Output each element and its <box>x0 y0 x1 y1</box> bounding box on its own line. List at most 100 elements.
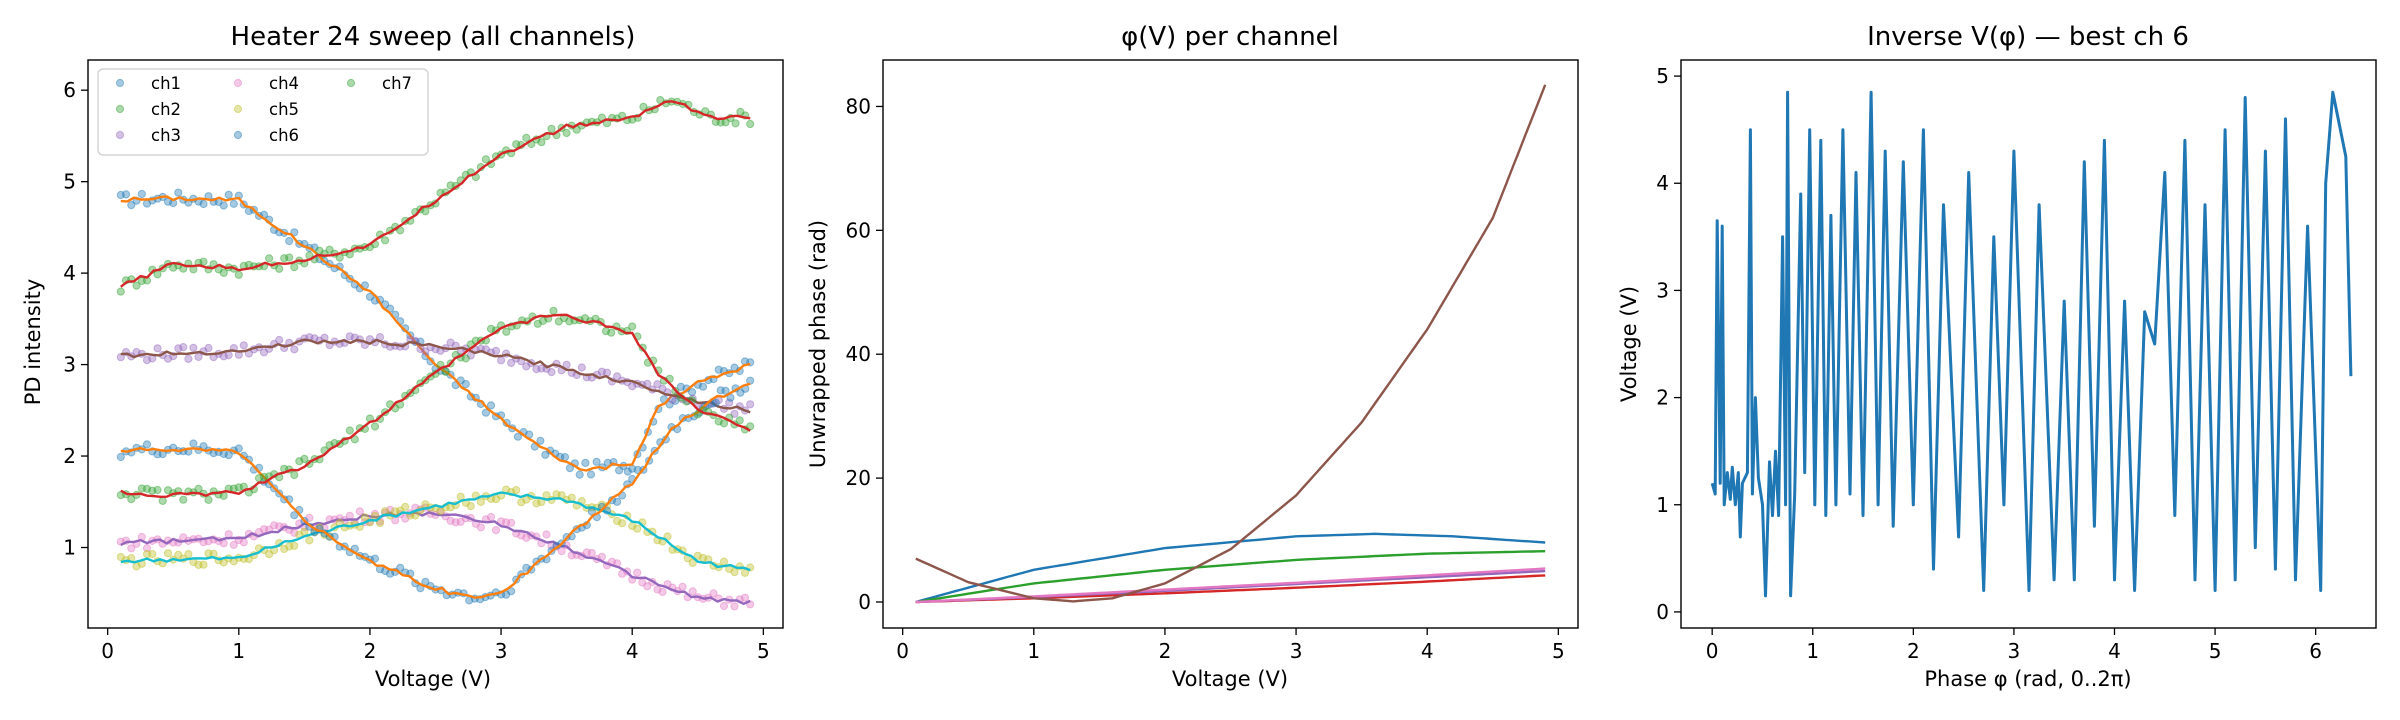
data-point <box>502 590 511 599</box>
data-point <box>538 316 548 325</box>
series-layer <box>116 96 755 611</box>
data-point <box>507 358 516 367</box>
legend-item-ch1: ch1 <box>115 74 181 93</box>
data-point <box>355 507 364 516</box>
data-point <box>711 398 720 407</box>
data-point <box>688 558 697 567</box>
data-point <box>163 354 173 363</box>
x-tick-label: 3 <box>495 639 508 663</box>
data-point <box>375 518 385 528</box>
data-point <box>522 133 531 142</box>
data-point <box>401 502 410 511</box>
legend-label: ch4 <box>269 74 299 93</box>
data-point <box>259 525 269 534</box>
data-point <box>290 541 299 550</box>
y-tick-label: 2 <box>1656 386 1669 410</box>
data-point <box>148 486 157 495</box>
data-point <box>285 253 294 262</box>
data-point <box>709 589 718 598</box>
data-point <box>305 513 314 523</box>
y-tick-label: 80 <box>846 94 871 118</box>
data-point <box>345 332 354 341</box>
data-point <box>174 550 183 560</box>
data-point <box>522 533 531 542</box>
legend: ch1 ch2 ch3 ch4 ch5 ch6 ch7 <box>97 68 429 156</box>
data-point <box>671 396 680 405</box>
data-point <box>560 453 570 462</box>
data-point <box>565 317 574 326</box>
y-tick-label: 6 <box>63 78 76 102</box>
data-point <box>466 502 475 511</box>
data-point <box>628 322 637 331</box>
data-point <box>533 319 542 328</box>
data-point <box>132 281 141 290</box>
data-point <box>184 354 193 363</box>
data-point <box>270 521 279 530</box>
data-point <box>719 419 729 428</box>
smoothed-line <box>120 100 751 288</box>
y-tick-label: 20 <box>846 466 871 490</box>
legend-label: ch7 <box>382 74 412 93</box>
data-point <box>587 548 596 558</box>
data-point <box>174 344 183 353</box>
series-ch2 <box>116 96 755 296</box>
data-point <box>586 470 596 479</box>
data-point <box>204 495 213 504</box>
data-point <box>189 343 198 352</box>
data-point <box>597 367 607 376</box>
data-point <box>517 498 526 507</box>
data-point <box>613 516 622 526</box>
tick-layer: 0 1 2 3 4 5 0 20 40 60 80 <box>846 94 1565 663</box>
data-point <box>602 368 612 377</box>
y-tick-label: 1 <box>63 536 76 560</box>
data-point <box>491 526 501 535</box>
data-point <box>204 343 213 353</box>
data-point <box>229 199 238 208</box>
data-point <box>234 270 243 279</box>
data-point <box>476 523 485 532</box>
y-axis-label: Voltage (V) <box>1617 286 1641 402</box>
x-tick-label: 0 <box>896 639 909 663</box>
data-point <box>219 268 228 277</box>
legend-item-ch4: ch4 <box>233 74 299 93</box>
smoothed-line <box>120 382 751 599</box>
data-point <box>653 585 662 594</box>
data-point <box>224 451 233 460</box>
legend-item-ch3: ch3 <box>115 126 181 145</box>
series-line-0 <box>1710 90 2353 598</box>
data-point <box>219 201 228 210</box>
data-point <box>536 436 545 445</box>
data-point <box>290 263 299 272</box>
data-point <box>730 602 739 611</box>
data-point <box>365 292 374 301</box>
data-point <box>184 550 193 559</box>
data-point <box>623 467 632 476</box>
data-point <box>290 511 299 520</box>
series-layer <box>915 84 1547 604</box>
series-ch5 <box>116 485 755 577</box>
y-axis-label: Unwrapped phase (rad) <box>806 220 830 468</box>
data-point <box>562 360 571 369</box>
data-point <box>199 199 208 209</box>
data-point <box>300 454 309 463</box>
data-point <box>189 439 198 448</box>
data-point <box>716 386 725 395</box>
legend-item-ch6: ch6 <box>233 126 299 145</box>
data-point <box>194 560 203 570</box>
x-tick-label: 4 <box>626 639 639 663</box>
smoothed-line <box>120 195 751 472</box>
data-point <box>391 507 400 516</box>
data-point <box>522 362 531 371</box>
plot-frame <box>1680 59 2377 629</box>
legend-label: ch2 <box>151 100 181 119</box>
data-point <box>174 188 183 197</box>
data-point <box>486 324 496 333</box>
data-point <box>567 493 576 502</box>
data-point <box>512 486 521 495</box>
data-point <box>461 354 470 363</box>
data-point <box>194 352 203 361</box>
data-point <box>633 524 642 533</box>
data-point <box>730 409 739 418</box>
smoothed-line <box>120 338 751 414</box>
data-point <box>142 484 152 493</box>
